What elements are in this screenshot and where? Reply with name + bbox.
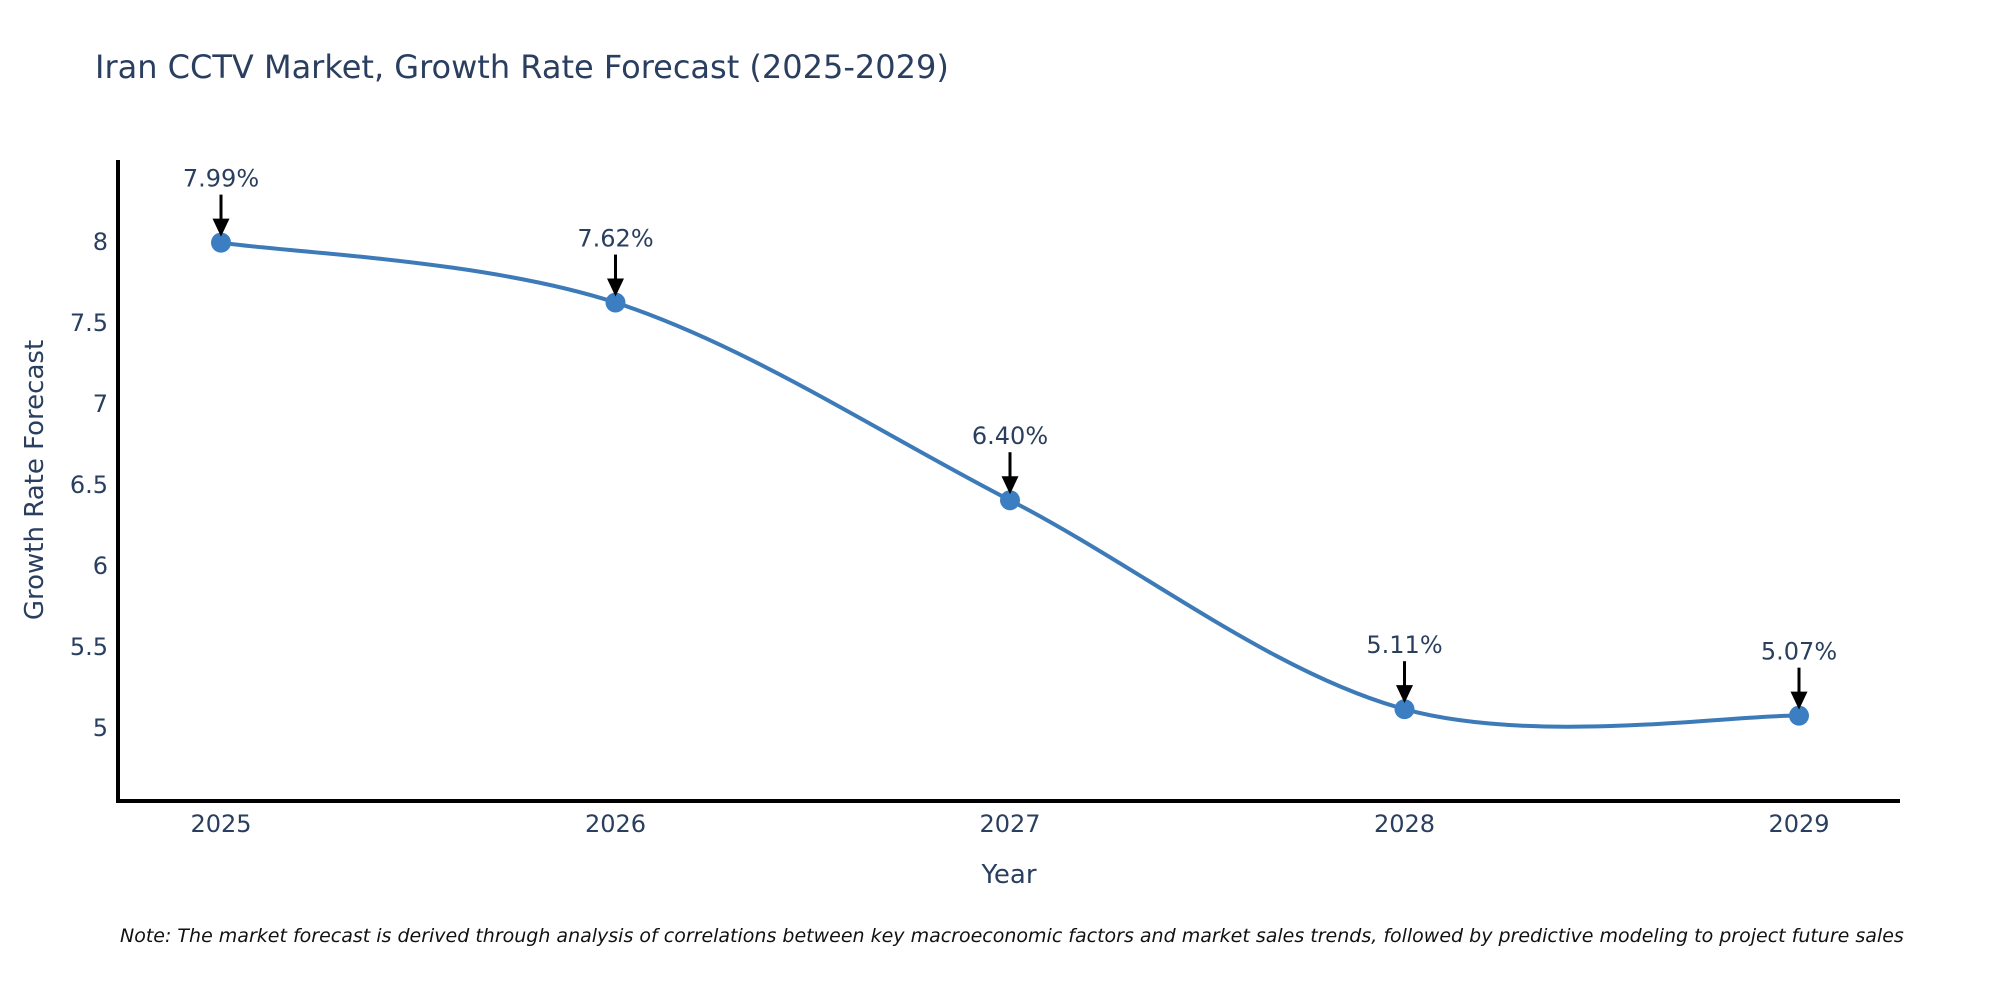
x-tick-label: 2029 xyxy=(1768,810,1829,838)
x-tick-label: 2025 xyxy=(190,810,251,838)
data-point-label: 5.07% xyxy=(1761,638,1837,666)
annotation-arrowhead-icon xyxy=(1001,476,1019,495)
annotation-arrowhead-icon xyxy=(607,278,624,297)
data-point-label: 7.99% xyxy=(183,165,259,193)
y-tick-label: 6.5 xyxy=(70,471,108,499)
x-tick-label: 2028 xyxy=(1374,810,1435,838)
annotation-arrowhead-icon xyxy=(1396,685,1413,704)
data-point-marker[interactable] xyxy=(1394,699,1415,720)
data-point-label: 7.62% xyxy=(577,225,653,253)
y-tick-label: 8 xyxy=(93,228,108,256)
y-tick-label: 6 xyxy=(93,552,108,580)
y-tick-label: 7.5 xyxy=(70,309,108,337)
data-point-marker[interactable] xyxy=(211,232,231,253)
chart-title: Iran CCTV Market, Growth Rate Forecast (… xyxy=(95,48,949,86)
annotation-arrowhead-icon xyxy=(1790,691,1808,710)
data-point-marker[interactable] xyxy=(605,292,626,313)
data-point-marker[interactable] xyxy=(1000,490,1020,511)
data-point-label: 5.11% xyxy=(1366,631,1442,659)
x-tick-label: 2027 xyxy=(979,810,1040,838)
data-point-label: 6.40% xyxy=(972,422,1048,450)
x-tick-label: 2026 xyxy=(585,810,646,838)
y-tick-label: 5 xyxy=(93,714,108,742)
y-axis-title: Growth Rate Forecast xyxy=(20,339,50,621)
data-point-marker[interactable] xyxy=(1789,705,1809,726)
y-tick-label: 7 xyxy=(93,390,108,418)
x-axis-title: Year xyxy=(981,860,1037,890)
axis-lines xyxy=(116,160,1900,803)
y-tick-label: 5.5 xyxy=(70,633,108,661)
annotation-arrowhead-icon xyxy=(212,218,230,237)
footnote: Note: The market forecast is derived thr… xyxy=(120,925,1904,947)
